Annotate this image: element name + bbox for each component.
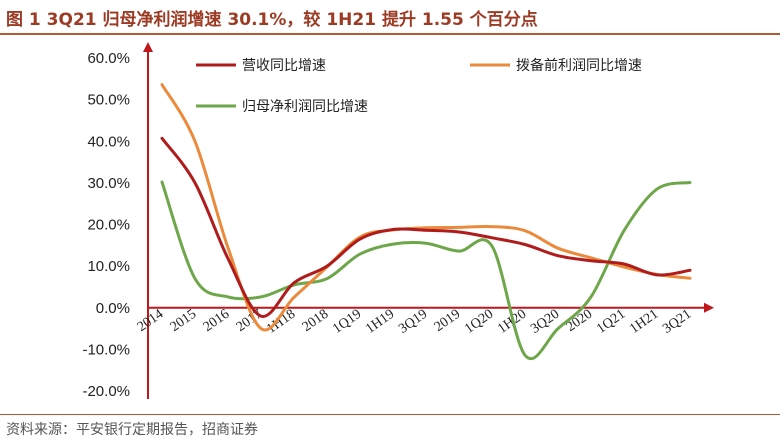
y-tick-label: -10.0% — [82, 341, 130, 358]
x-tick-label: 2016 — [201, 307, 233, 335]
x-tick-label: 3Q19 — [396, 307, 430, 337]
title-divider — [0, 33, 780, 35]
y-tick-label: 40.0% — [87, 133, 130, 150]
legend-item-pre-provision-profit: 拨备前利润同比增速 — [470, 57, 642, 74]
chart-axes — [143, 42, 714, 399]
y-axis-arrow — [143, 42, 153, 52]
y-tick-label: 20.0% — [87, 217, 130, 234]
x-tick-label: 1Q21 — [594, 307, 628, 337]
legend-label: 拨备前利润同比增速 — [516, 57, 642, 74]
x-tick-label: 2018 — [300, 307, 332, 335]
pre-provision-profit-growth-line — [160, 83, 692, 332]
y-tick-label: -20.0% — [82, 383, 130, 400]
x-tick-label: 1H18 — [264, 307, 298, 337]
x-tick-label: 1H19 — [363, 307, 397, 337]
revenue-growth-line — [160, 136, 692, 318]
y-tick-label: 50.0% — [87, 92, 130, 109]
x-tick-label: 2015 — [168, 307, 200, 335]
y-tick-label: 30.0% — [87, 175, 130, 192]
legend-item-net-profit: 归母净利润同比增速 — [196, 98, 368, 115]
y-tick-label: 10.0% — [87, 258, 130, 275]
legend-item-revenue: 营收同比增速 — [196, 58, 326, 74]
legend-label: 营收同比增速 — [242, 58, 326, 74]
legend-label: 归母净利润同比增速 — [242, 98, 368, 115]
source-note: 资料来源：平安银行定期报告，招商证券 — [6, 422, 258, 438]
x-tick-label: 1H21 — [627, 307, 661, 337]
x-tick-label: 3Q20 — [528, 307, 562, 337]
x-tick-label: 1Q19 — [330, 307, 364, 337]
x-tick-label: 2019 — [432, 307, 464, 335]
x-tick-label: 2014 — [135, 307, 167, 335]
y-tick-label: 0.0% — [96, 300, 130, 317]
x-tick-label: 1Q20 — [462, 307, 496, 337]
y-tick-label: 60.0% — [87, 50, 130, 67]
figure-title: 图 1 3Q21 归母净利润增速 30.1%，较 1H21 提升 1.55 个百… — [6, 10, 538, 30]
x-tick-label: 3Q21 — [660, 307, 694, 337]
y-tick-labels: 60.0% 50.0% 40.0% 30.0% 20.0% 10.0% 0.0% -10.0%… — [82, 50, 130, 400]
source-divider — [0, 414, 780, 415]
line-chart: 60.0% 50.0% 40.0% 30.0% 20.0% 10.0% 0.0% -10.0%… — [82, 42, 714, 400]
x-axis-arrow — [704, 302, 714, 313]
series-lines — [160, 83, 692, 360]
